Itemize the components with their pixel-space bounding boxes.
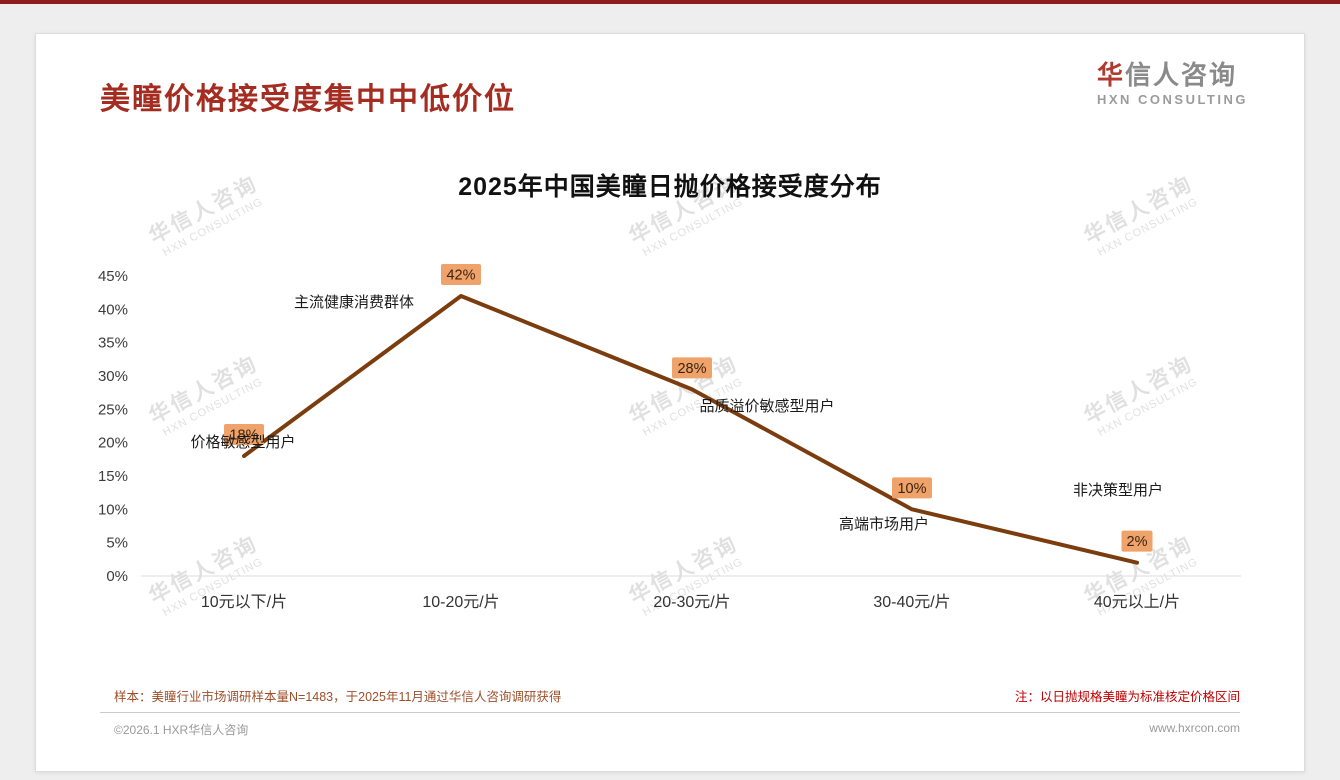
chart-title: 2025年中国美瞳日抛价格接受度分布 [458,173,882,201]
annotation: 品质溢价敏感型用户 [699,398,834,415]
data-label-box [1121,530,1153,552]
data-label: 2% [1127,534,1148,550]
slide-footer: ©2026.1 HXR华信人咨询 www.hxrcon.com [114,721,1240,738]
y-tick-label: 0% [106,568,128,585]
y-tick-label: 35% [98,335,128,352]
logo-cn-accent: 华 [1096,60,1125,90]
logo-cn-text: 信人咨询 [1124,60,1237,90]
x-tick-label: 40元以上/片 [1094,593,1180,611]
y-tick-label: 45% [98,268,128,285]
data-label-box [672,357,712,379]
y-tick-label: 10% [98,501,128,518]
top-accent-bar [0,0,1340,4]
y-tick-label: 30% [98,368,128,385]
x-tick-label: 10-20元/片 [422,593,499,611]
annotation: 价格敏感型用户 [190,434,295,451]
data-label: 42% [446,268,475,284]
data-label: 18% [229,428,258,444]
y-tick-label: 40% [98,301,128,318]
pricing-note: 注：以日抛规格美瞳为标准核定价格区间 [1014,690,1240,704]
data-label: 28% [677,361,706,377]
slide-card: 美瞳价格接受度集中中低价位 华信人咨询 HXN CONSULTING 2025年… [35,33,1305,772]
data-label: 10% [897,481,926,497]
y-tick-label: 25% [98,401,128,418]
data-label-box [892,477,932,499]
sample-note: 样本：美瞳行业市场调研样本量N=1483，于2025年11月通过华信人咨询调研获… [114,690,562,704]
acceptance-line [242,294,1139,565]
x-tick-label: 10元以下/片 [201,593,287,611]
y-tick-label: 15% [98,468,128,485]
footer-divider [100,712,1240,713]
annotation: 高端市场用户 [839,516,929,533]
x-tick-label: 20-30元/片 [653,593,730,611]
annotation: 主流健康消费群体 [294,294,414,311]
annotation: 非决策型用户 [1073,482,1163,499]
page-title: 美瞳价格接受度集中中低价位 [100,83,516,116]
website: www.hxrcon.com [1149,721,1240,735]
copyright: ©2026.1 HXR华信人咨询 [114,723,249,737]
data-label-box [224,424,264,445]
y-tick-label: 5% [106,535,128,552]
slide-header: 美瞳价格接受度集中中低价位 华信人咨询 HXN CONSULTING [100,60,1248,118]
x-tick-label: 30-40元/片 [873,593,950,611]
logo-cn: 华信人咨询 [1096,60,1248,90]
logo-en-text: HXN CONSULTING [1096,92,1248,108]
notes-row: 样本：美瞳行业市场调研样本量N=1483，于2025年11月通过华信人咨询调研获… [114,686,1240,705]
price-acceptance-line-chart: 0% 5% 10% 15% 20% 25% 30% 35% 40% 45% 10元以下/片 10-20… [98,264,1241,611]
company-logo: 华信人咨询 HXN CONSULTING [1096,60,1248,108]
y-tick-label: 20% [98,435,128,452]
data-label-box [441,264,481,285]
